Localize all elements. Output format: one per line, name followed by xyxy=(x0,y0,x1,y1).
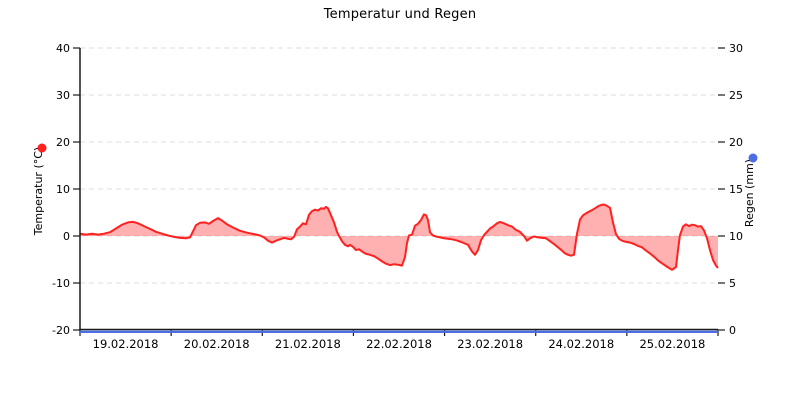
left-axis-title: Temperatur (°C) xyxy=(32,147,45,236)
right-axis-tick-label: 0 xyxy=(729,324,736,337)
left-axis-tick-label: 0 xyxy=(63,230,70,243)
left-axis-tick-label: -20 xyxy=(52,324,70,337)
x-axis-date-label: 19.02.2018 xyxy=(93,337,159,351)
x-axis-date-label: 23.02.2018 xyxy=(457,337,523,351)
left-axis-tick-label: 20 xyxy=(56,136,70,149)
x-axis-date-label: 20.02.2018 xyxy=(184,337,250,351)
left-axis-tick-label: 10 xyxy=(56,183,70,196)
x-axis-date-label: 24.02.2018 xyxy=(548,337,614,351)
x-axis-date-label: 21.02.2018 xyxy=(275,337,341,351)
x-axis-date-label: 22.02.2018 xyxy=(366,337,432,351)
temperature-line xyxy=(79,203,719,271)
right-axis-tick-label: 15 xyxy=(729,183,743,196)
right-axis-tick-label: 5 xyxy=(729,277,736,290)
left-axis-tick-label: 30 xyxy=(56,89,70,102)
right-axis-tick-label: 30 xyxy=(729,42,743,55)
right-axis-tick-label: 20 xyxy=(729,136,743,149)
x-axis-date-label: 25.02.2018 xyxy=(639,337,705,351)
left-axis-tick-label: -10 xyxy=(52,277,70,290)
left-axis-tick-label: 40 xyxy=(56,42,70,55)
chart-generated-content: 40 30 20 10 0 -10 -20 30 25 20 15 10 5 0 19.02.2018 20.… xyxy=(52,42,743,351)
right-axis-tick-label: 25 xyxy=(729,89,743,102)
chart-title: Temperatur und Regen xyxy=(323,7,477,22)
right-axis-tick-label: 10 xyxy=(729,230,743,243)
temperature-area xyxy=(80,204,718,270)
rain-legend-dot xyxy=(748,153,758,163)
right-axis-title: Regen (mm) xyxy=(743,159,756,227)
temperature-legend-dot xyxy=(37,143,47,153)
